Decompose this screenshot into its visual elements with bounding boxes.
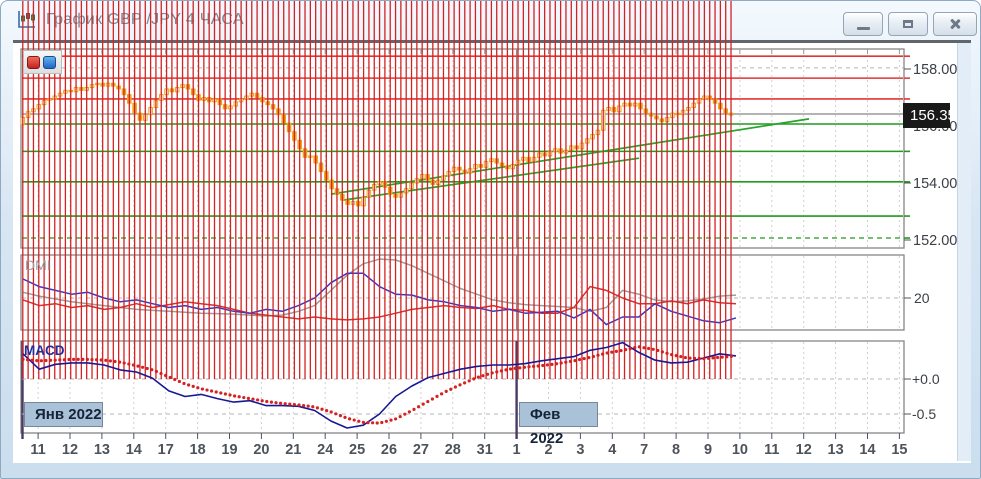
minimize-button[interactable]	[843, 12, 883, 36]
macd-plot-area[interactable]	[21, 341, 904, 433]
main-chart-plot-area[interactable]	[21, 49, 904, 248]
close-icon	[949, 18, 961, 30]
macd-zero-label: +0.0	[912, 371, 940, 387]
minimize-icon	[856, 27, 870, 30]
dmi-level-label: 20	[914, 290, 930, 306]
macd-neg-label: -0.5	[912, 406, 937, 422]
titlebar[interactable]: График GBP /JPY 4 ЧАСА	[1, 1, 980, 39]
right-scroll-strip[interactable]	[957, 43, 971, 461]
restore-button[interactable]	[888, 12, 928, 36]
restore-icon	[903, 20, 913, 28]
chart-app-icon	[15, 10, 37, 30]
close-button[interactable]	[933, 12, 977, 36]
current-price-badge: 156.35	[903, 103, 956, 128]
window-title: График GBP /JPY 4 ЧАСА	[46, 11, 244, 28]
window-controls	[843, 12, 977, 36]
dmi-plot-area[interactable]	[21, 255, 904, 330]
